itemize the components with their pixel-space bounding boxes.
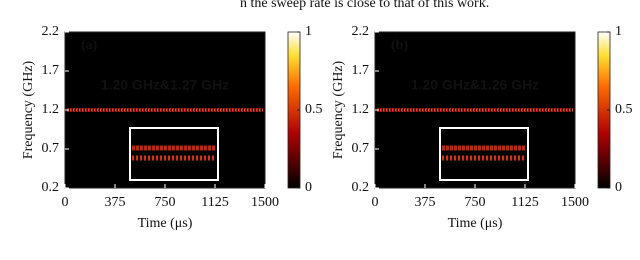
body-text: n the sweep rate is close to that of thi… [240, 0, 489, 11]
x-axis-label: Time (μs) [448, 216, 503, 231]
y-tick-label: 2.2 [352, 24, 370, 39]
y-tick-label: 2.2 [42, 24, 60, 39]
y-tick-label: 0.2 [352, 180, 370, 195]
annotation: 1.20 GHz&1.26 GHz [411, 77, 539, 93]
colorbar-tick-label: 0 [305, 180, 312, 195]
colorbar-tick-label: 0.5 [305, 102, 323, 117]
colorbar-tick-label: 0.5 [615, 102, 633, 117]
y-tick-label: 0.7 [42, 141, 60, 156]
x-tick-label: 1500 [561, 195, 589, 210]
panel-label: (b) [391, 38, 408, 53]
y-tick-label: 1.7 [352, 63, 370, 78]
x-tick-label: 750 [465, 195, 486, 210]
x-tick-label: 1125 [201, 195, 228, 210]
y-axis-label: Frequency (GHz) [331, 60, 346, 159]
x-tick-label: 0 [372, 195, 379, 210]
x-tick-label: 750 [155, 195, 176, 210]
annotation: 1.20 GHz&1.27 GHz [101, 77, 229, 93]
x-tick-label: 1500 [251, 195, 279, 210]
x-axis-label: Time (μs) [138, 216, 193, 231]
colorbar-tick-label: 1 [615, 24, 622, 39]
x-tick-label: 0 [62, 195, 69, 210]
y-tick-label: 0.2 [42, 180, 60, 195]
y-tick-label: 1.2 [42, 102, 60, 117]
colorbar-tick-label: 0 [615, 180, 622, 195]
inset-box [439, 127, 529, 181]
y-tick-label: 0.7 [352, 141, 370, 156]
colorbar-tick-label: 1 [305, 24, 312, 39]
y-axis-label: Frequency (GHz) [21, 60, 36, 159]
panel-label: (a) [81, 38, 98, 53]
inset-box [129, 127, 219, 181]
x-tick-label: 375 [105, 195, 126, 210]
x-tick-label: 375 [415, 195, 436, 210]
y-tick-label: 1.7 [42, 63, 60, 78]
x-tick-label: 1125 [511, 195, 538, 210]
y-tick-label: 1.2 [352, 102, 370, 117]
